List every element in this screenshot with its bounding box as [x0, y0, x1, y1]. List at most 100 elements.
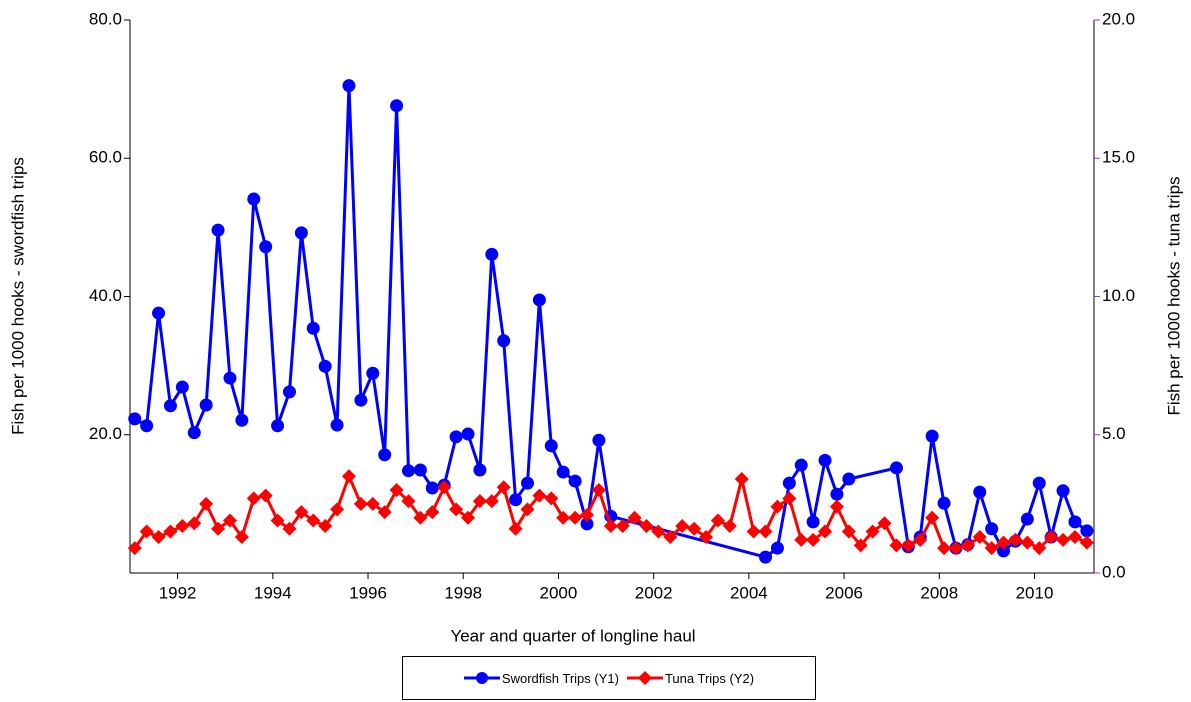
point: [377, 505, 392, 520]
point: [401, 464, 415, 478]
point: [497, 334, 511, 348]
point: [556, 465, 570, 479]
y-tick-label: 80.0: [89, 9, 122, 28]
point: [675, 518, 690, 533]
point: [782, 491, 797, 506]
point: [556, 510, 571, 525]
point: [853, 538, 868, 553]
point: [818, 524, 833, 539]
point: [794, 458, 808, 472]
point: [341, 469, 356, 484]
point: [234, 530, 249, 545]
y-tick-label: 20.0: [89, 424, 122, 443]
point: [1032, 476, 1046, 490]
point: [710, 513, 725, 528]
point: [580, 507, 595, 522]
point: [222, 513, 237, 528]
point: [390, 99, 404, 113]
point: [460, 510, 475, 525]
point: [1020, 535, 1035, 550]
point: [342, 79, 356, 93]
point: [282, 385, 296, 399]
point: [841, 524, 856, 539]
point: [223, 371, 237, 385]
series-line: [134, 85, 1088, 559]
point: [449, 430, 463, 444]
point: [187, 426, 201, 440]
point: [437, 480, 452, 495]
point: [663, 530, 678, 545]
x-tick-label: 2010: [1016, 583, 1054, 602]
x-tick-label: 2008: [920, 583, 958, 602]
point: [270, 513, 285, 528]
point: [521, 476, 535, 490]
x-tick-label: 1994: [254, 583, 292, 602]
point: [318, 359, 332, 373]
point: [722, 518, 737, 533]
point: [378, 448, 392, 462]
point: [449, 502, 464, 517]
point: [163, 399, 177, 413]
point: [508, 521, 523, 536]
y-axis-label: Fish per 1000 hooks - swordfish trips: [8, 157, 27, 435]
point: [128, 412, 142, 426]
point: [473, 463, 487, 477]
point: [972, 530, 987, 545]
point: [603, 518, 618, 533]
point: [544, 491, 559, 506]
point: [651, 524, 666, 539]
point: [544, 439, 558, 453]
point: [734, 471, 749, 486]
x-axis-label: Year and quarter of longline haul: [450, 626, 695, 645]
point: [532, 293, 546, 307]
point: [1056, 484, 1070, 498]
point: [913, 532, 928, 547]
point: [627, 510, 642, 525]
x-tick-label: 2002: [635, 583, 673, 602]
point: [163, 524, 178, 539]
point: [532, 488, 547, 503]
point: [151, 530, 166, 545]
point: [782, 476, 796, 490]
point: [259, 240, 273, 254]
point: [235, 413, 249, 427]
point: [948, 541, 963, 556]
point: [330, 418, 344, 432]
point: [211, 223, 225, 237]
point: [187, 516, 202, 531]
point: [770, 541, 784, 555]
point: [127, 541, 142, 556]
point: [199, 398, 213, 412]
point: [568, 474, 582, 488]
point: [973, 485, 987, 499]
y2-tick-label: 0.0: [1102, 562, 1126, 581]
point: [699, 530, 714, 545]
point: [425, 481, 439, 495]
point: [306, 321, 320, 335]
point: [877, 516, 892, 531]
point: [1044, 530, 1059, 545]
point: [258, 488, 273, 503]
point: [889, 461, 903, 475]
y2-tick-label: 20.0: [1102, 9, 1135, 28]
point: [865, 524, 880, 539]
point: [806, 532, 821, 547]
legend-label: Swordfish Trips (Y1): [501, 670, 619, 686]
point: [568, 510, 583, 525]
point: [985, 522, 999, 536]
point: [199, 496, 214, 511]
point: [615, 518, 630, 533]
point: [509, 493, 523, 507]
legend-label: Tuna Trips (Y2): [664, 670, 755, 686]
point: [246, 491, 261, 506]
y2-tick-label: 5.0: [1102, 424, 1126, 443]
point: [294, 505, 309, 520]
point: [1068, 515, 1082, 529]
point: [687, 521, 702, 536]
point: [461, 427, 475, 441]
y2-tick-label: 15.0: [1102, 148, 1135, 167]
point: [925, 510, 940, 525]
point: [829, 499, 844, 514]
point: [139, 524, 154, 539]
